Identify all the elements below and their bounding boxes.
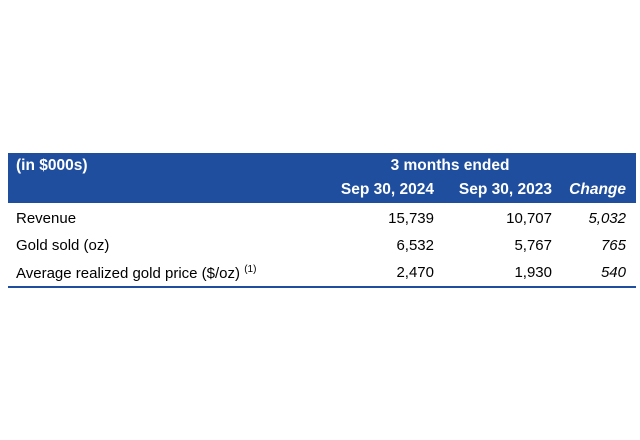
cell-value: 2,470 [396,264,434,281]
column-header-sep-2023: Sep 30, 2023 [458,181,552,198]
row-label: Average realized gold price ($/oz) (1) [16,264,257,282]
table-row-revenue: Revenue 15,739 10,707 5,032 [8,205,636,232]
unit-label: (in $000s) [16,157,88,174]
table-row-average-price: Average realized gold price ($/oz) (1) 2… [8,259,636,286]
cell-value: 1,930 [514,264,552,281]
bottom-rule [8,286,636,288]
cell-value: 10,707 [506,210,552,227]
table-header: (in $000s) 3 months ended Sep 30, 2024 S… [8,153,636,203]
row-label: Revenue [16,210,77,227]
cell-change: 5,032 [588,210,626,227]
column-header-change: Change [569,181,626,198]
column-header-sep-2024: Sep 30, 2024 [340,181,434,198]
cell-change: 765 [600,237,626,254]
cell-value: 6,532 [396,237,434,254]
row-label: Gold sold (oz) [16,237,110,254]
financial-table: (in $000s) 3 months ended Sep 30, 2024 S… [8,153,636,288]
cell-value: 15,739 [388,210,434,227]
period-label: 3 months ended [390,157,510,174]
cell-value: 5,767 [514,237,552,254]
footnote-marker: (1) [244,264,257,275]
cell-change: 540 [600,264,626,281]
table-row-gold-sold: Gold sold (oz) 6,532 5,767 765 [8,232,636,259]
